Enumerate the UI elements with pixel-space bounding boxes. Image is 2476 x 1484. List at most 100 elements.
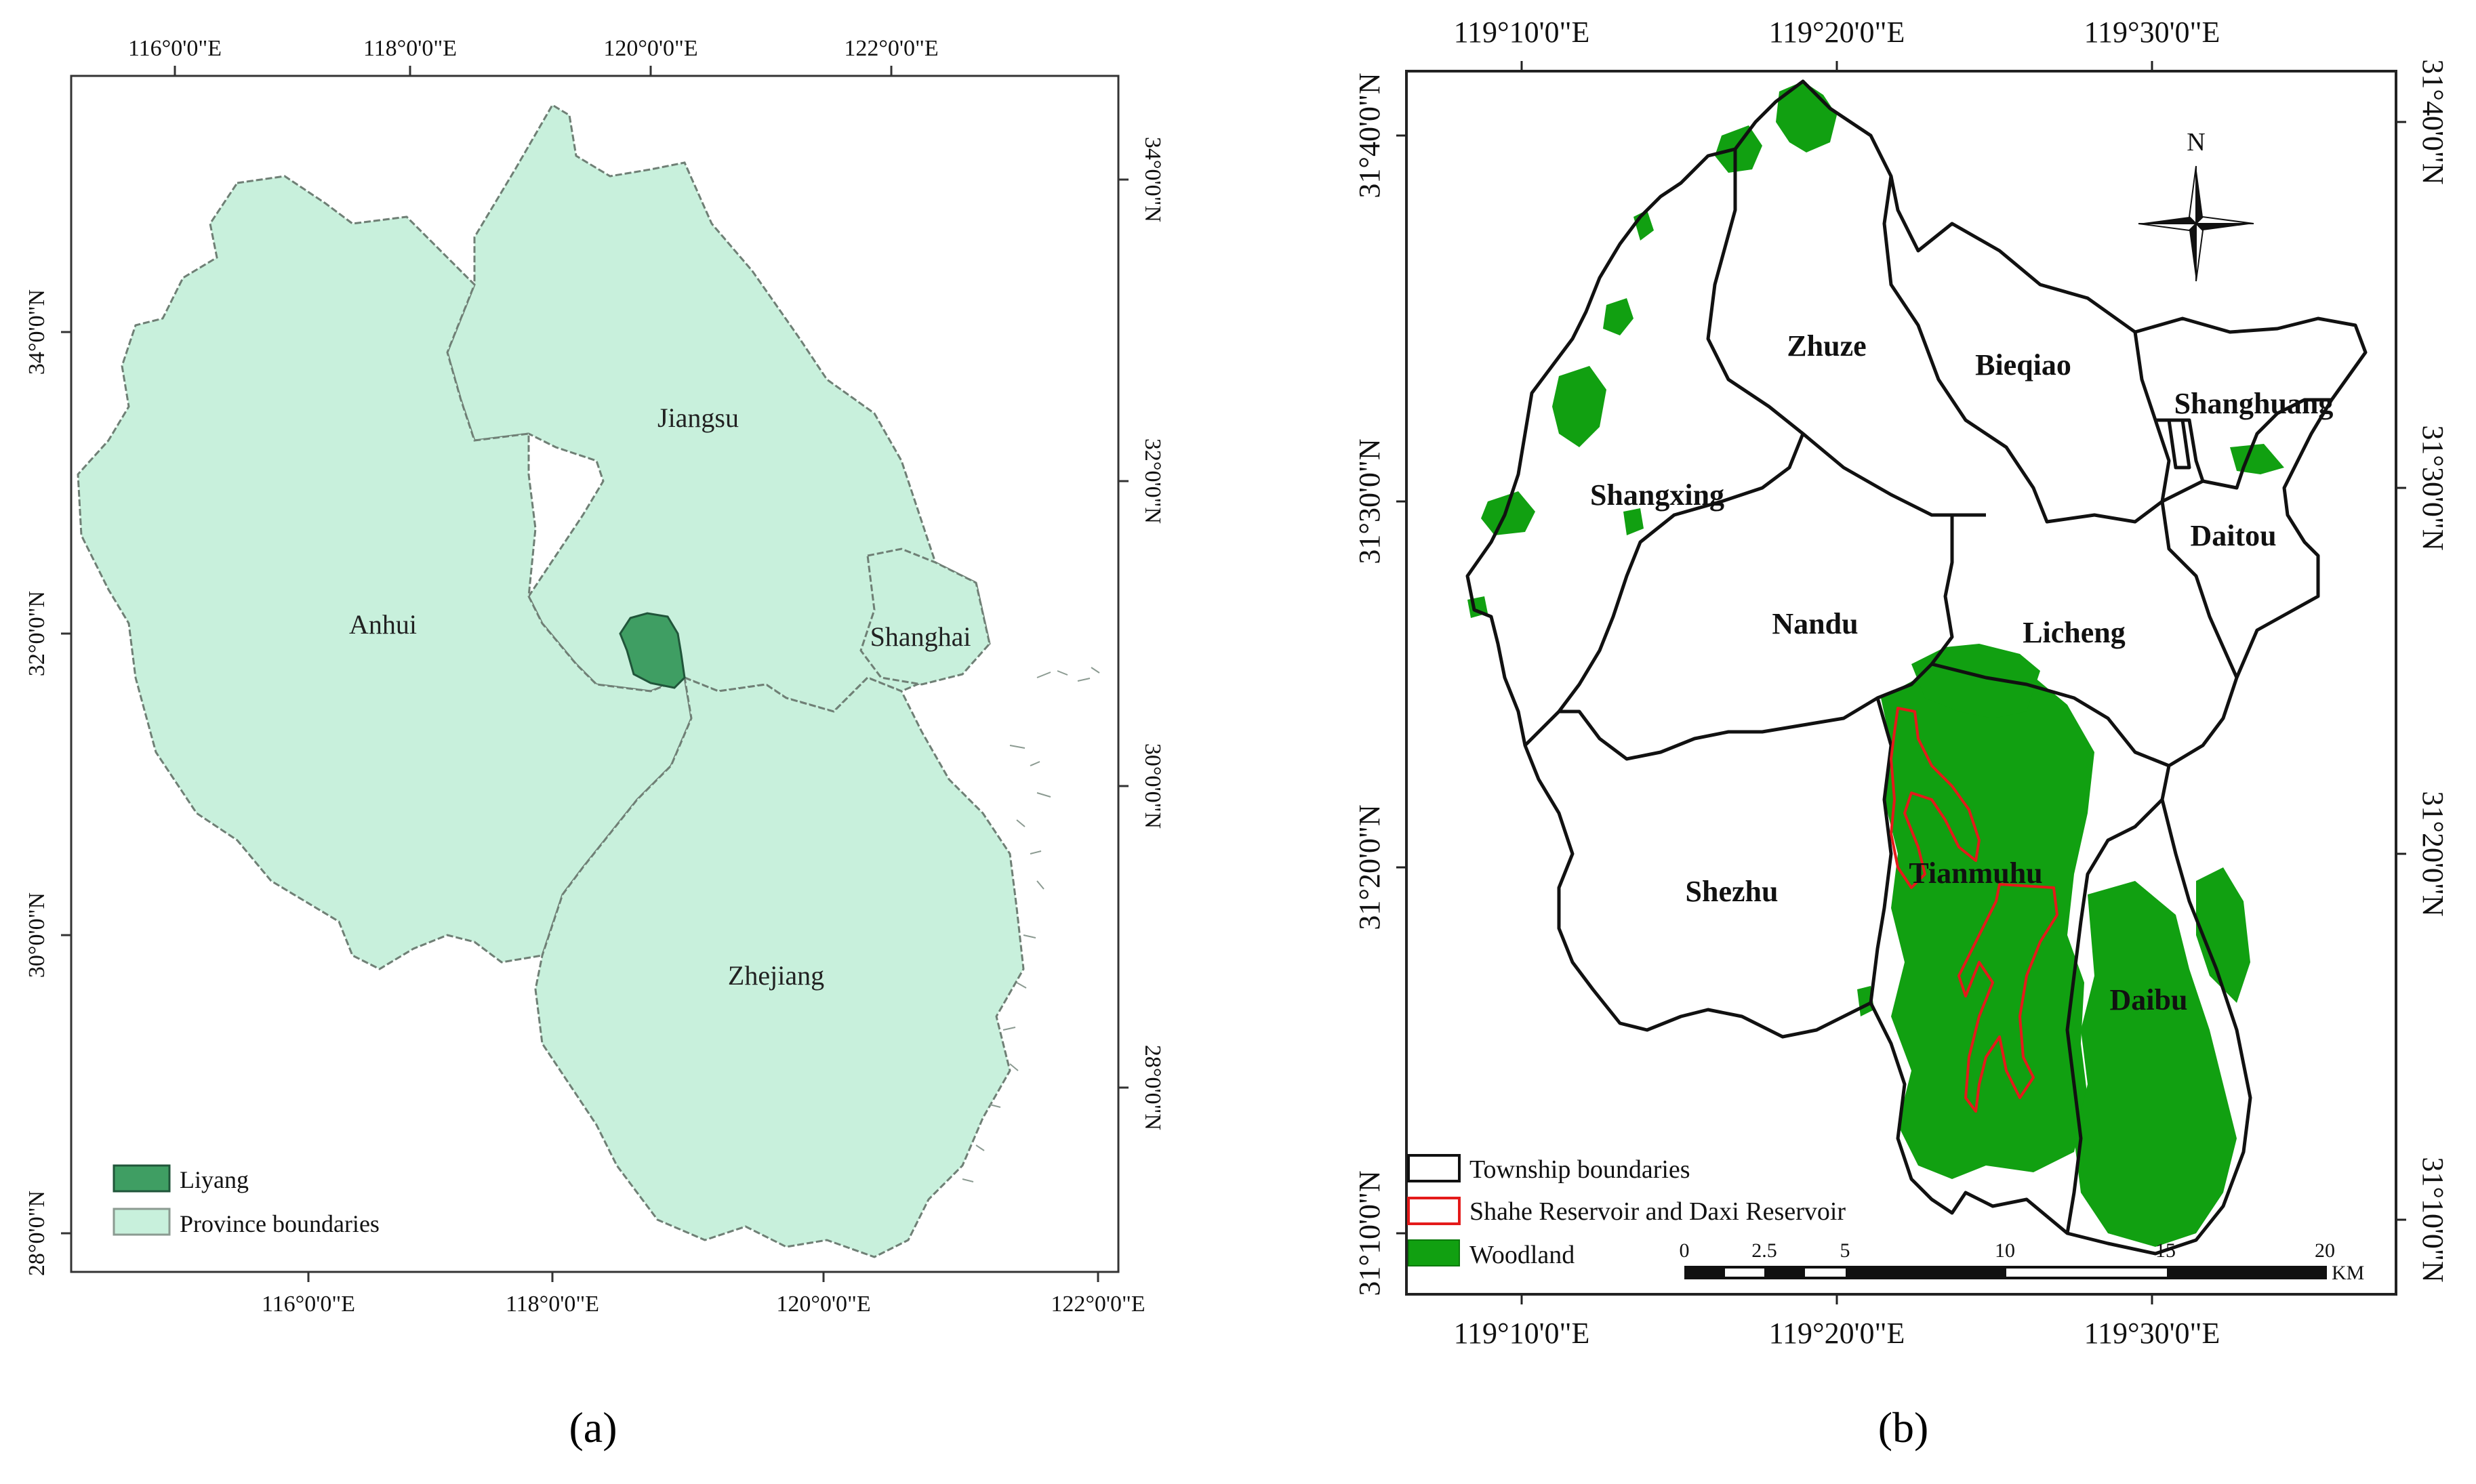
panel-b: Zhuze Bieqiao Shanghuang Shangxing Daito… xyxy=(1353,16,2450,1451)
label-jiangsu: Jiangsu xyxy=(657,403,739,433)
woodland-areas xyxy=(1467,81,2284,1247)
township-boundaries xyxy=(1465,79,2368,1256)
tick-b-left-1: 31°40'0"N xyxy=(1353,73,1386,198)
tick-b-bottom-2: 119°20'0"E xyxy=(1769,1317,1905,1350)
label-shezhu: Shezhu xyxy=(1686,875,1779,908)
tick-right-4: 28°0'0"N xyxy=(1140,1045,1165,1130)
panel-b-legend: Township boundaries Shahe Reservoir and … xyxy=(1407,1154,1846,1269)
legend-township-swatch xyxy=(1407,1154,1461,1182)
tick-right-2: 32°0'0"N xyxy=(1140,438,1165,524)
reservoirs xyxy=(1890,707,2058,1113)
legend-province-label: Province boundaries xyxy=(180,1210,380,1237)
tick-right-1: 34°0'0"N xyxy=(1140,137,1165,222)
panel-b-bottom-ticks xyxy=(1520,1294,2153,1304)
tick-b-right-2: 31°30'0"N xyxy=(2416,425,2450,550)
scale-unit: KM xyxy=(2332,1262,2364,1284)
tick-b-right-1: 31°40'0"N xyxy=(2416,59,2450,184)
scale-bar xyxy=(1684,1266,2327,1279)
legend-woodland-swatch xyxy=(1408,1239,1460,1266)
scale-tick-1: 2.5 xyxy=(1751,1239,1777,1262)
tick-b-top-3: 119°30'0"E xyxy=(2084,16,2220,49)
tick-bottom-2: 118°0'0"E xyxy=(506,1292,599,1317)
scale-tick-0: 0 xyxy=(1680,1239,1690,1262)
woodland-daibu xyxy=(2074,881,2237,1247)
legend-province-swatch xyxy=(113,1208,171,1236)
label-shangxing: Shangxing xyxy=(1590,478,1724,512)
tick-b-top-2: 119°20'0"E xyxy=(1769,16,1905,49)
tick-b-right-4: 31°10'0"N xyxy=(2416,1157,2450,1282)
scale-tick-3: 10 xyxy=(1995,1239,2015,1262)
legend-reservoir-swatch xyxy=(1407,1197,1461,1225)
label-tianmuhu: Tianmuhu xyxy=(1909,857,2042,890)
label-zhejiang: Zhejiang xyxy=(728,960,824,991)
panel-a-top-ticks xyxy=(174,66,893,76)
woodland-south-tianmuhu xyxy=(1881,651,2094,1179)
panel-a-left-ticks xyxy=(61,331,71,1235)
north-label: N xyxy=(2187,128,2205,157)
shahe-reservoir xyxy=(1890,707,1981,889)
tick-top-4: 122°0'0"E xyxy=(844,36,938,61)
legend-township-label: Township boundaries xyxy=(1469,1155,1690,1184)
woodland-west-2 xyxy=(1481,491,1535,535)
tick-left-2: 32°0'0"N xyxy=(24,591,49,676)
label-anhui: Anhui xyxy=(349,609,417,640)
province-regions xyxy=(77,103,1025,1258)
panel-b-top-ticks xyxy=(1520,61,2153,71)
panel-a: Jiangsu Anhui Shanghai Zhejiang Liyang P… xyxy=(24,36,1165,1451)
legend-reservoir-label: Shahe Reservoir and Daxi Reservoir xyxy=(1469,1197,1846,1226)
tick-b-left-3: 31°20'0"N xyxy=(1353,804,1386,930)
panel-b-frame xyxy=(1405,70,2397,1296)
woodland-west-4 xyxy=(1623,508,1644,535)
county-outline xyxy=(1465,79,2368,1256)
panel-b-left-ticks xyxy=(1396,134,1406,1235)
tick-b-bottom-3: 119°30'0"E xyxy=(2084,1317,2220,1350)
legend-woodland-label: Woodland xyxy=(1469,1241,1575,1269)
woodland-west-3 xyxy=(1603,298,1633,335)
label-daitou: Daitou xyxy=(2190,519,2276,552)
tick-b-bottom-1: 119°10'0"E xyxy=(1454,1317,1590,1350)
panel-a-right-ticks xyxy=(1118,178,1129,1089)
liyang-region xyxy=(619,612,686,689)
label-nandu: Nandu xyxy=(1772,607,1858,640)
province-zhejiang xyxy=(534,676,1025,1258)
tick-left-3: 30°0'0"N xyxy=(24,892,49,978)
tick-b-right-3: 31°20'0"N xyxy=(2416,791,2450,916)
caption-a: (a) xyxy=(569,1403,617,1451)
woodland-west-1 xyxy=(1552,366,1606,447)
tick-top-3: 120°0'0"E xyxy=(603,36,697,61)
woodland-daibu-east xyxy=(2196,867,2250,1003)
tick-left-1: 34°0'0"N xyxy=(24,289,49,375)
label-shanghai: Shanghai xyxy=(870,621,971,652)
label-licheng: Licheng xyxy=(2023,616,2126,649)
panel-a-bottom-ticks xyxy=(307,1272,1099,1282)
panel-a-legend: Liyang Province boundaries xyxy=(113,1164,380,1237)
caption-b: (b) xyxy=(1878,1403,1929,1451)
tick-b-top-1: 119°10'0"E xyxy=(1454,16,1590,49)
panel-b-right-ticks xyxy=(2396,121,2406,1221)
tick-bottom-4: 122°0'0"E xyxy=(1051,1292,1145,1317)
tick-bottom-1: 116°0'0"E xyxy=(262,1292,355,1317)
woodland-north-2 xyxy=(1715,125,1762,173)
legend-liyang-swatch xyxy=(113,1164,171,1193)
scale-tick-4: 15 xyxy=(2155,1239,2176,1262)
label-bieqiao: Bieqiao xyxy=(1975,348,2071,382)
label-daibu: Daibu xyxy=(2110,983,2188,1016)
coastal-islands xyxy=(962,667,1100,1182)
province-anhui xyxy=(77,175,693,970)
tick-top-1: 116°0'0"E xyxy=(128,36,222,61)
scale-tick-5: 20 xyxy=(2315,1239,2335,1262)
tick-bottom-3: 120°0'0"E xyxy=(776,1292,870,1317)
legend-liyang-label: Liyang xyxy=(180,1166,249,1193)
tick-b-left-2: 31°30'0"N xyxy=(1353,438,1386,564)
province-shanghai xyxy=(859,548,991,686)
label-shanghuang: Shanghuang xyxy=(2174,387,2334,420)
tick-b-left-4: 31°10'0"N xyxy=(1353,1170,1386,1296)
north-arrow xyxy=(2138,165,2254,282)
woodland-licheng xyxy=(1911,644,2040,718)
tick-left-4: 28°0'0"N xyxy=(24,1191,49,1276)
scale-tick-2: 5 xyxy=(1840,1239,1850,1262)
label-zhuze: Zhuze xyxy=(1787,329,1866,363)
daxi-reservoir xyxy=(1957,883,2058,1113)
tick-top-2: 118°0'0"E xyxy=(363,36,457,61)
